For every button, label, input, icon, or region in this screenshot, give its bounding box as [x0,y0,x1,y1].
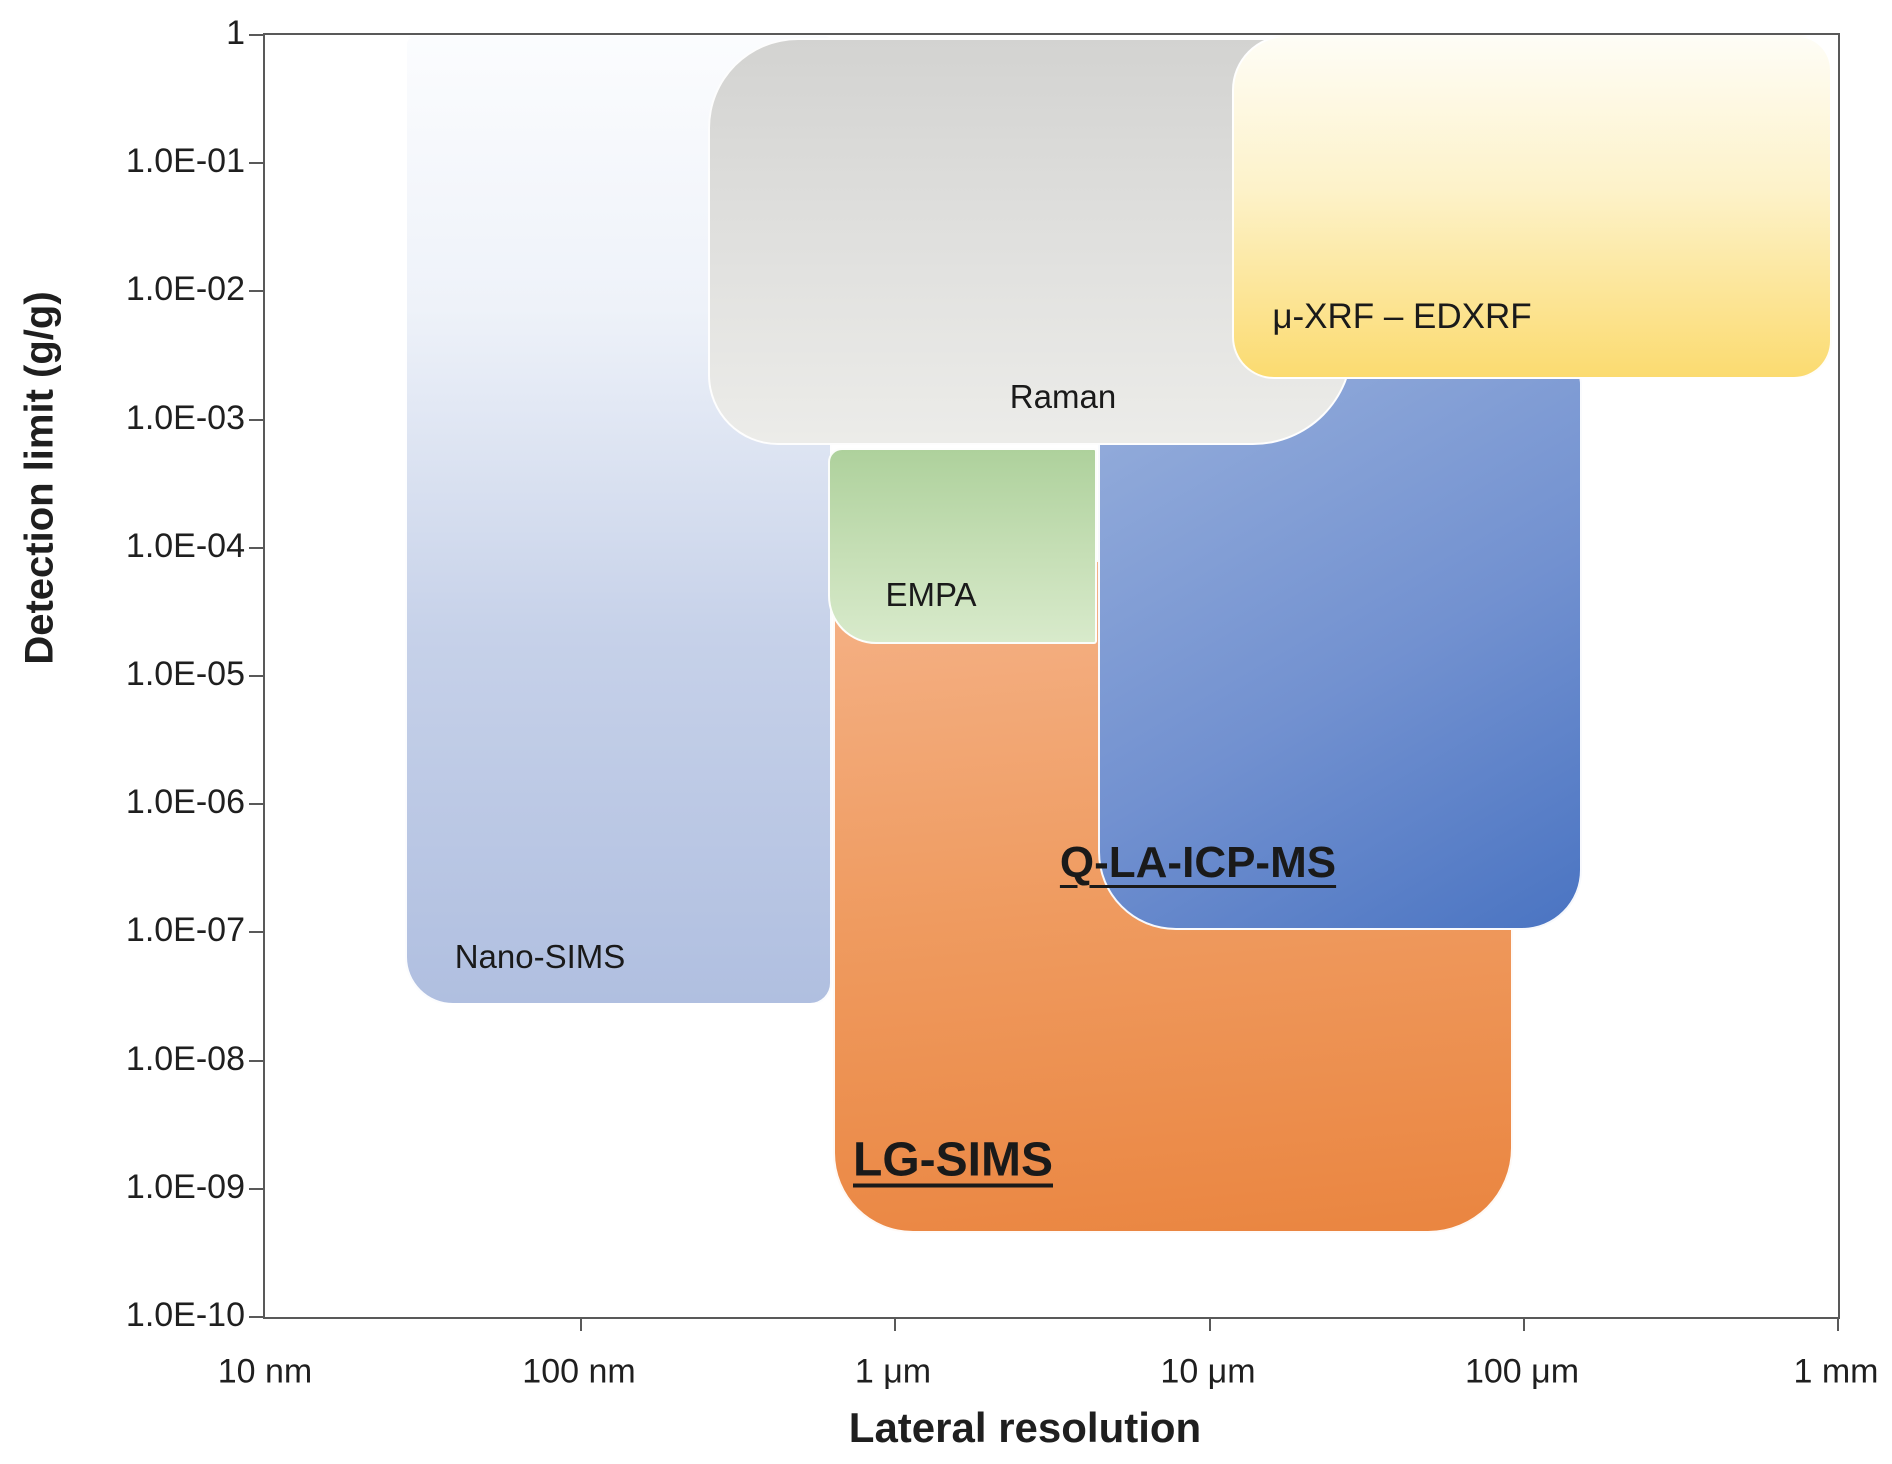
y-tick-mark [249,419,263,421]
x-tick-mark [1523,1317,1525,1331]
x-tick-label: 10 μm [1160,1352,1256,1391]
x-tick-label: 1 mm [1793,1352,1879,1391]
y-tick-label: 1.0E-10 [125,1296,245,1334]
y-tick-mark [249,34,263,36]
x-tick-mark [1209,1317,1211,1331]
region-label-q-la-icp-ms: Q-LA-ICP-MS [1059,838,1337,887]
y-axis-title: Detection limit (g/g) [17,291,62,665]
x-tick-mark [894,1317,896,1331]
y-tick-mark [249,1060,263,1062]
y-tick-label: 1.0E-04 [125,527,245,565]
y-tick-label: 1.0E-07 [125,911,245,949]
region-xrf-edxrf [1232,35,1832,379]
y-tick-label: 1 [226,14,245,52]
y-tick-mark [249,1316,263,1318]
plot-area [249,33,1840,1331]
region-label-empa: EMPA [885,576,977,613]
y-tick-mark [249,931,263,933]
y-tick-mark [249,547,263,549]
x-tick-label: 100 μm [1464,1352,1580,1391]
region-empa [828,448,1097,644]
x-tick-label: 100 nm [522,1352,636,1391]
region-q-la-icp-ms [1098,360,1582,930]
x-tick-mark [580,1317,582,1331]
region-label-raman: Raman [1009,378,1117,415]
y-tick-mark [249,290,263,292]
y-tick-mark [249,162,263,164]
y-tick-label: 1.0E-02 [125,270,245,308]
y-tick-label: 1.0E-05 [125,655,245,693]
y-tick-label: 1.0E-09 [125,1168,245,1206]
y-tick-label: 1.0E-08 [125,1040,245,1078]
y-tick-label: 1.0E-06 [125,783,245,821]
y-tick-mark [249,675,263,677]
x-tick-mark [1837,1317,1839,1331]
y-tick-label: 1.0E-03 [125,399,245,437]
y-tick-label: 1.0E-01 [125,142,245,180]
x-tick-label: 1 μm [854,1352,932,1391]
y-tick-mark [249,803,263,805]
x-tick-label: 10 nm [217,1352,313,1391]
region-label-lg-sims: LG-SIMS [853,1133,1053,1187]
region-label-xrf-edxrf: μ-XRF – EDXRF [1272,297,1532,336]
y-tick-mark [249,1188,263,1190]
region-label-nano-sims: Nano-SIMS [454,938,626,975]
x-axis-title: Lateral resolution [848,1404,1202,1451]
